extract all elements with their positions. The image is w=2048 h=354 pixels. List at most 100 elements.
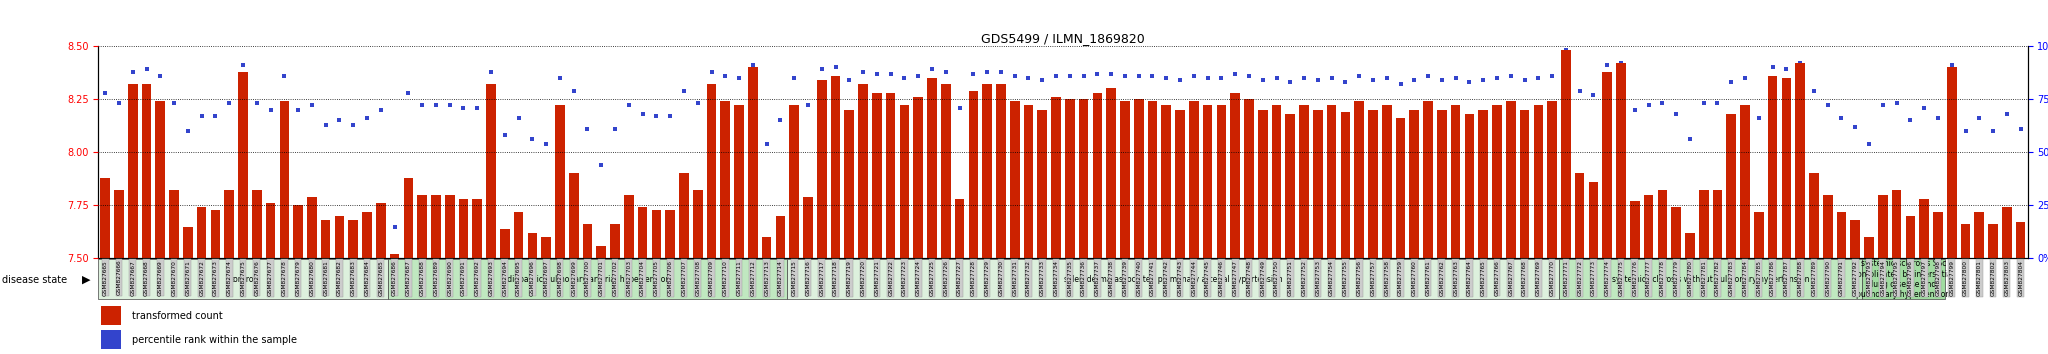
Bar	[2015, 222, 2025, 258]
Bar	[252, 190, 262, 258]
Bar	[1933, 212, 1944, 258]
Bar	[1974, 212, 1985, 258]
Bar	[211, 210, 221, 258]
Bar	[100, 306, 121, 325]
Bar	[1630, 201, 1640, 258]
Bar	[238, 72, 248, 258]
Bar	[127, 84, 137, 258]
Bar	[156, 101, 166, 258]
Bar	[1038, 110, 1047, 258]
FancyBboxPatch shape	[387, 259, 786, 299]
Bar	[1589, 182, 1597, 258]
Bar	[584, 224, 592, 258]
Bar	[1217, 105, 1227, 258]
Bar	[1327, 105, 1337, 258]
Text: control: control	[229, 275, 256, 284]
Bar	[1120, 101, 1130, 258]
Bar	[1960, 224, 1970, 258]
Bar	[651, 210, 662, 258]
Bar	[1106, 88, 1116, 258]
Bar	[1878, 195, 1888, 258]
Bar	[2003, 207, 2011, 258]
Bar	[1520, 110, 1530, 258]
Bar	[1989, 224, 1999, 258]
Bar	[788, 105, 799, 258]
Bar	[170, 190, 178, 258]
Bar	[197, 207, 207, 258]
Bar	[803, 197, 813, 258]
Title: GDS5499 / ILMN_1869820: GDS5499 / ILMN_1869820	[981, 32, 1145, 45]
Bar	[899, 105, 909, 258]
Bar	[954, 199, 965, 258]
Bar	[596, 246, 606, 258]
Bar	[637, 207, 647, 258]
Bar	[1767, 76, 1778, 258]
Bar	[887, 93, 895, 258]
Text: systemic sclerosis SSc
complicated by interstitial
lung disease and
pulmonary hy: systemic sclerosis SSc complicated by in…	[1853, 259, 1954, 299]
Bar	[377, 203, 385, 258]
Bar	[541, 237, 551, 258]
Bar	[1686, 233, 1696, 258]
Bar	[100, 178, 111, 258]
Bar	[983, 84, 991, 258]
Bar	[1561, 50, 1571, 258]
Bar	[692, 190, 702, 258]
Bar	[1505, 101, 1516, 258]
Bar	[500, 229, 510, 258]
Bar	[1409, 110, 1419, 258]
Bar	[569, 173, 578, 258]
Bar	[817, 80, 827, 258]
Bar	[225, 190, 233, 258]
Bar	[1851, 220, 1860, 258]
Bar	[1395, 118, 1405, 258]
Bar	[334, 216, 344, 258]
FancyBboxPatch shape	[98, 259, 387, 299]
Bar	[1726, 114, 1737, 258]
Bar	[1864, 237, 1874, 258]
Bar	[1202, 105, 1212, 258]
Bar	[1190, 101, 1198, 258]
Bar	[1808, 173, 1819, 258]
Bar	[403, 178, 414, 258]
Bar	[735, 105, 743, 258]
Text: disease state: disease state	[2, 275, 68, 285]
Bar	[1341, 112, 1350, 258]
Bar	[528, 233, 537, 258]
Text: ▶: ▶	[82, 275, 90, 285]
Bar	[1616, 63, 1626, 258]
FancyBboxPatch shape	[1862, 259, 1946, 299]
Bar	[1065, 99, 1075, 258]
Bar	[1135, 99, 1143, 258]
Bar	[762, 237, 772, 258]
Bar	[279, 101, 289, 258]
Bar	[1257, 110, 1268, 258]
Bar	[1298, 105, 1309, 258]
Bar	[666, 210, 676, 258]
Bar	[418, 195, 426, 258]
Bar	[115, 190, 123, 258]
Bar	[459, 199, 469, 258]
Bar	[1671, 207, 1681, 258]
Bar	[928, 78, 936, 258]
Bar	[625, 195, 633, 258]
Bar	[1382, 105, 1391, 258]
Bar	[1423, 101, 1434, 258]
Bar	[1753, 212, 1763, 258]
Bar	[1092, 93, 1102, 258]
Bar	[913, 97, 924, 258]
Bar	[1243, 99, 1253, 258]
Bar	[1272, 105, 1282, 258]
Bar	[1782, 78, 1792, 258]
Bar	[610, 224, 621, 258]
Bar	[1286, 114, 1294, 258]
Bar	[1079, 99, 1087, 258]
Bar	[1823, 195, 1833, 258]
Bar	[707, 84, 717, 258]
Bar	[1602, 72, 1612, 258]
Bar	[266, 203, 274, 258]
Text: percentile rank within the sample: percentile rank within the sample	[131, 335, 297, 345]
Bar	[1493, 105, 1501, 258]
Bar	[1741, 105, 1749, 258]
Bar	[141, 84, 152, 258]
Bar	[1712, 190, 1722, 258]
